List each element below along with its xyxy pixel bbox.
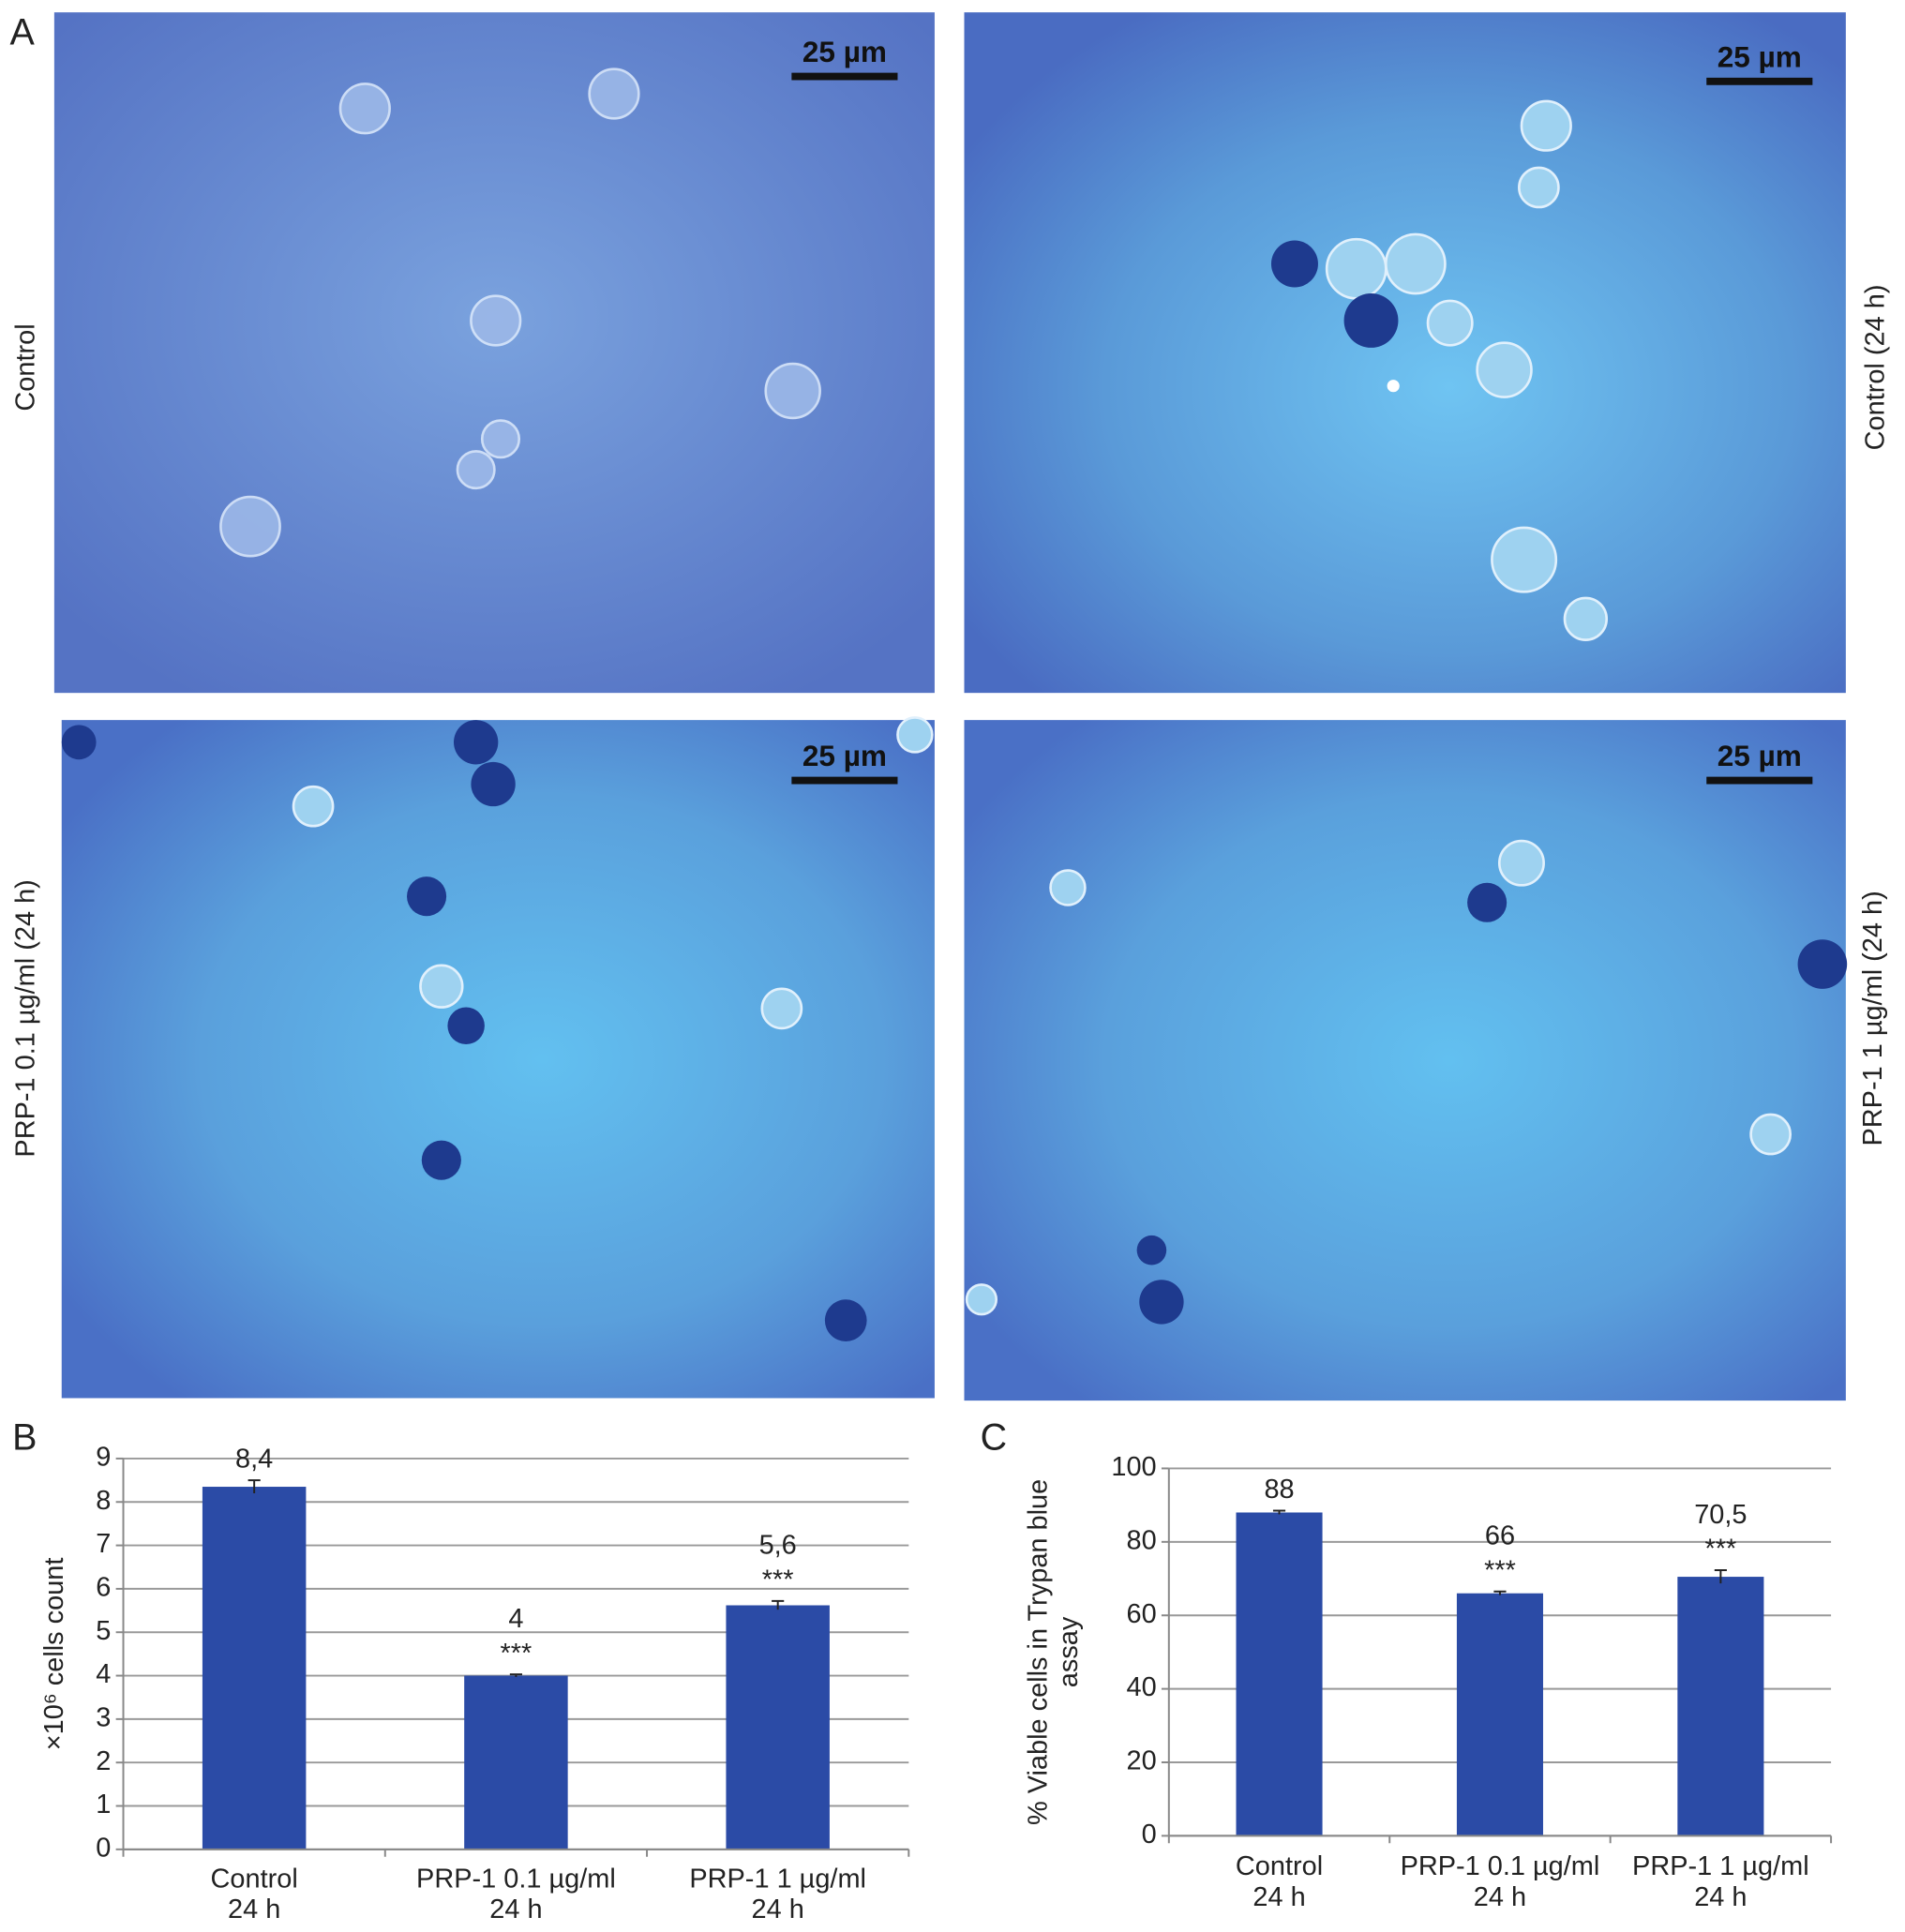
row-label: PRP-1 1 µg/ml (24 h): [1858, 891, 1888, 1146]
panel-label: A: [10, 11, 36, 52]
value-label: 88: [1264, 1475, 1294, 1505]
y-tick-label: 2: [96, 1746, 111, 1776]
y-tick-label: 20: [1126, 1746, 1156, 1776]
row-label: PRP-1 0.1 µg/ml (24 h): [11, 879, 41, 1157]
significance: ***: [1484, 1555, 1516, 1585]
y-tick-label: 100: [1111, 1452, 1156, 1482]
bar: [1236, 1512, 1323, 1836]
x-tick-label: 24 h: [489, 1895, 542, 1925]
x-tick-label: PRP-1 1 µg/ml: [689, 1864, 866, 1894]
y-tick-label: 6: [96, 1573, 111, 1603]
y-tick-label: 3: [96, 1703, 111, 1733]
panel-label: B: [12, 1417, 37, 1459]
y-tick-label: 0: [1142, 1820, 1157, 1850]
x-tick-label: 24 h: [228, 1895, 280, 1925]
bar: [1456, 1593, 1543, 1836]
y-tick-label: 60: [1126, 1599, 1156, 1629]
x-tick-label: 24 h: [1474, 1882, 1526, 1912]
micrograph: [964, 720, 1848, 1401]
y-tick-label: 5: [96, 1616, 111, 1646]
panel-label: C: [981, 1417, 1007, 1459]
scale-bar: [791, 72, 1813, 785]
bar: [464, 1675, 568, 1850]
y-tick-label: 80: [1126, 1525, 1156, 1555]
value-label: 8,4: [235, 1445, 273, 1475]
micrograph: [61, 716, 935, 1399]
row-label: Control (24 h): [1860, 285, 1890, 451]
x-tick-label: 24 h: [1694, 1882, 1747, 1912]
scale-bar-label: 25 µm: [1718, 40, 1802, 74]
significance: ***: [762, 1565, 794, 1595]
y-tick-label: 0: [96, 1833, 111, 1863]
significance: ***: [1704, 1535, 1736, 1565]
bar: [1677, 1577, 1764, 1836]
scale-bar-label: 25 µm: [1718, 739, 1802, 772]
x-tick-label: 24 h: [752, 1895, 804, 1925]
y-axis-label: assay: [1054, 1616, 1084, 1687]
x-tick-label: PRP-1 0.1 µg/ml: [1401, 1851, 1600, 1881]
y-axis-label: ×10⁶ cells count: [39, 1558, 69, 1751]
value-label: 70,5: [1694, 1500, 1747, 1530]
y-tick-label: 1: [96, 1790, 111, 1820]
y-tick-label: 4: [96, 1659, 111, 1689]
x-tick-label: PRP-1 1 µg/ml: [1632, 1851, 1809, 1881]
value-label: 66: [1485, 1521, 1515, 1551]
scale-bar-label: 25 µm: [802, 35, 887, 68]
y-tick-label: 9: [96, 1443, 111, 1473]
value-label: 5,6: [759, 1531, 797, 1561]
y-axis-label: % Viable cells in Trypan blue: [1023, 1479, 1053, 1825]
significance: ***: [501, 1639, 532, 1669]
x-tick-label: 24 h: [1252, 1882, 1305, 1912]
y-tick-label: 8: [96, 1486, 111, 1516]
row-label: Control: [11, 323, 41, 411]
scale-bar-label: 25 µm: [802, 739, 887, 772]
bar: [202, 1487, 307, 1850]
value-label: 4: [508, 1604, 523, 1634]
x-tick-label: PRP-1 0.1 µg/ml: [416, 1864, 616, 1894]
x-tick-label: Control: [1236, 1851, 1323, 1881]
bar: [726, 1605, 830, 1850]
x-tick-label: Control: [211, 1864, 298, 1894]
y-tick-label: 7: [96, 1529, 111, 1559]
micrograph: [964, 12, 1846, 694]
y-tick-label: 40: [1126, 1672, 1156, 1702]
micrograph: [53, 12, 935, 694]
